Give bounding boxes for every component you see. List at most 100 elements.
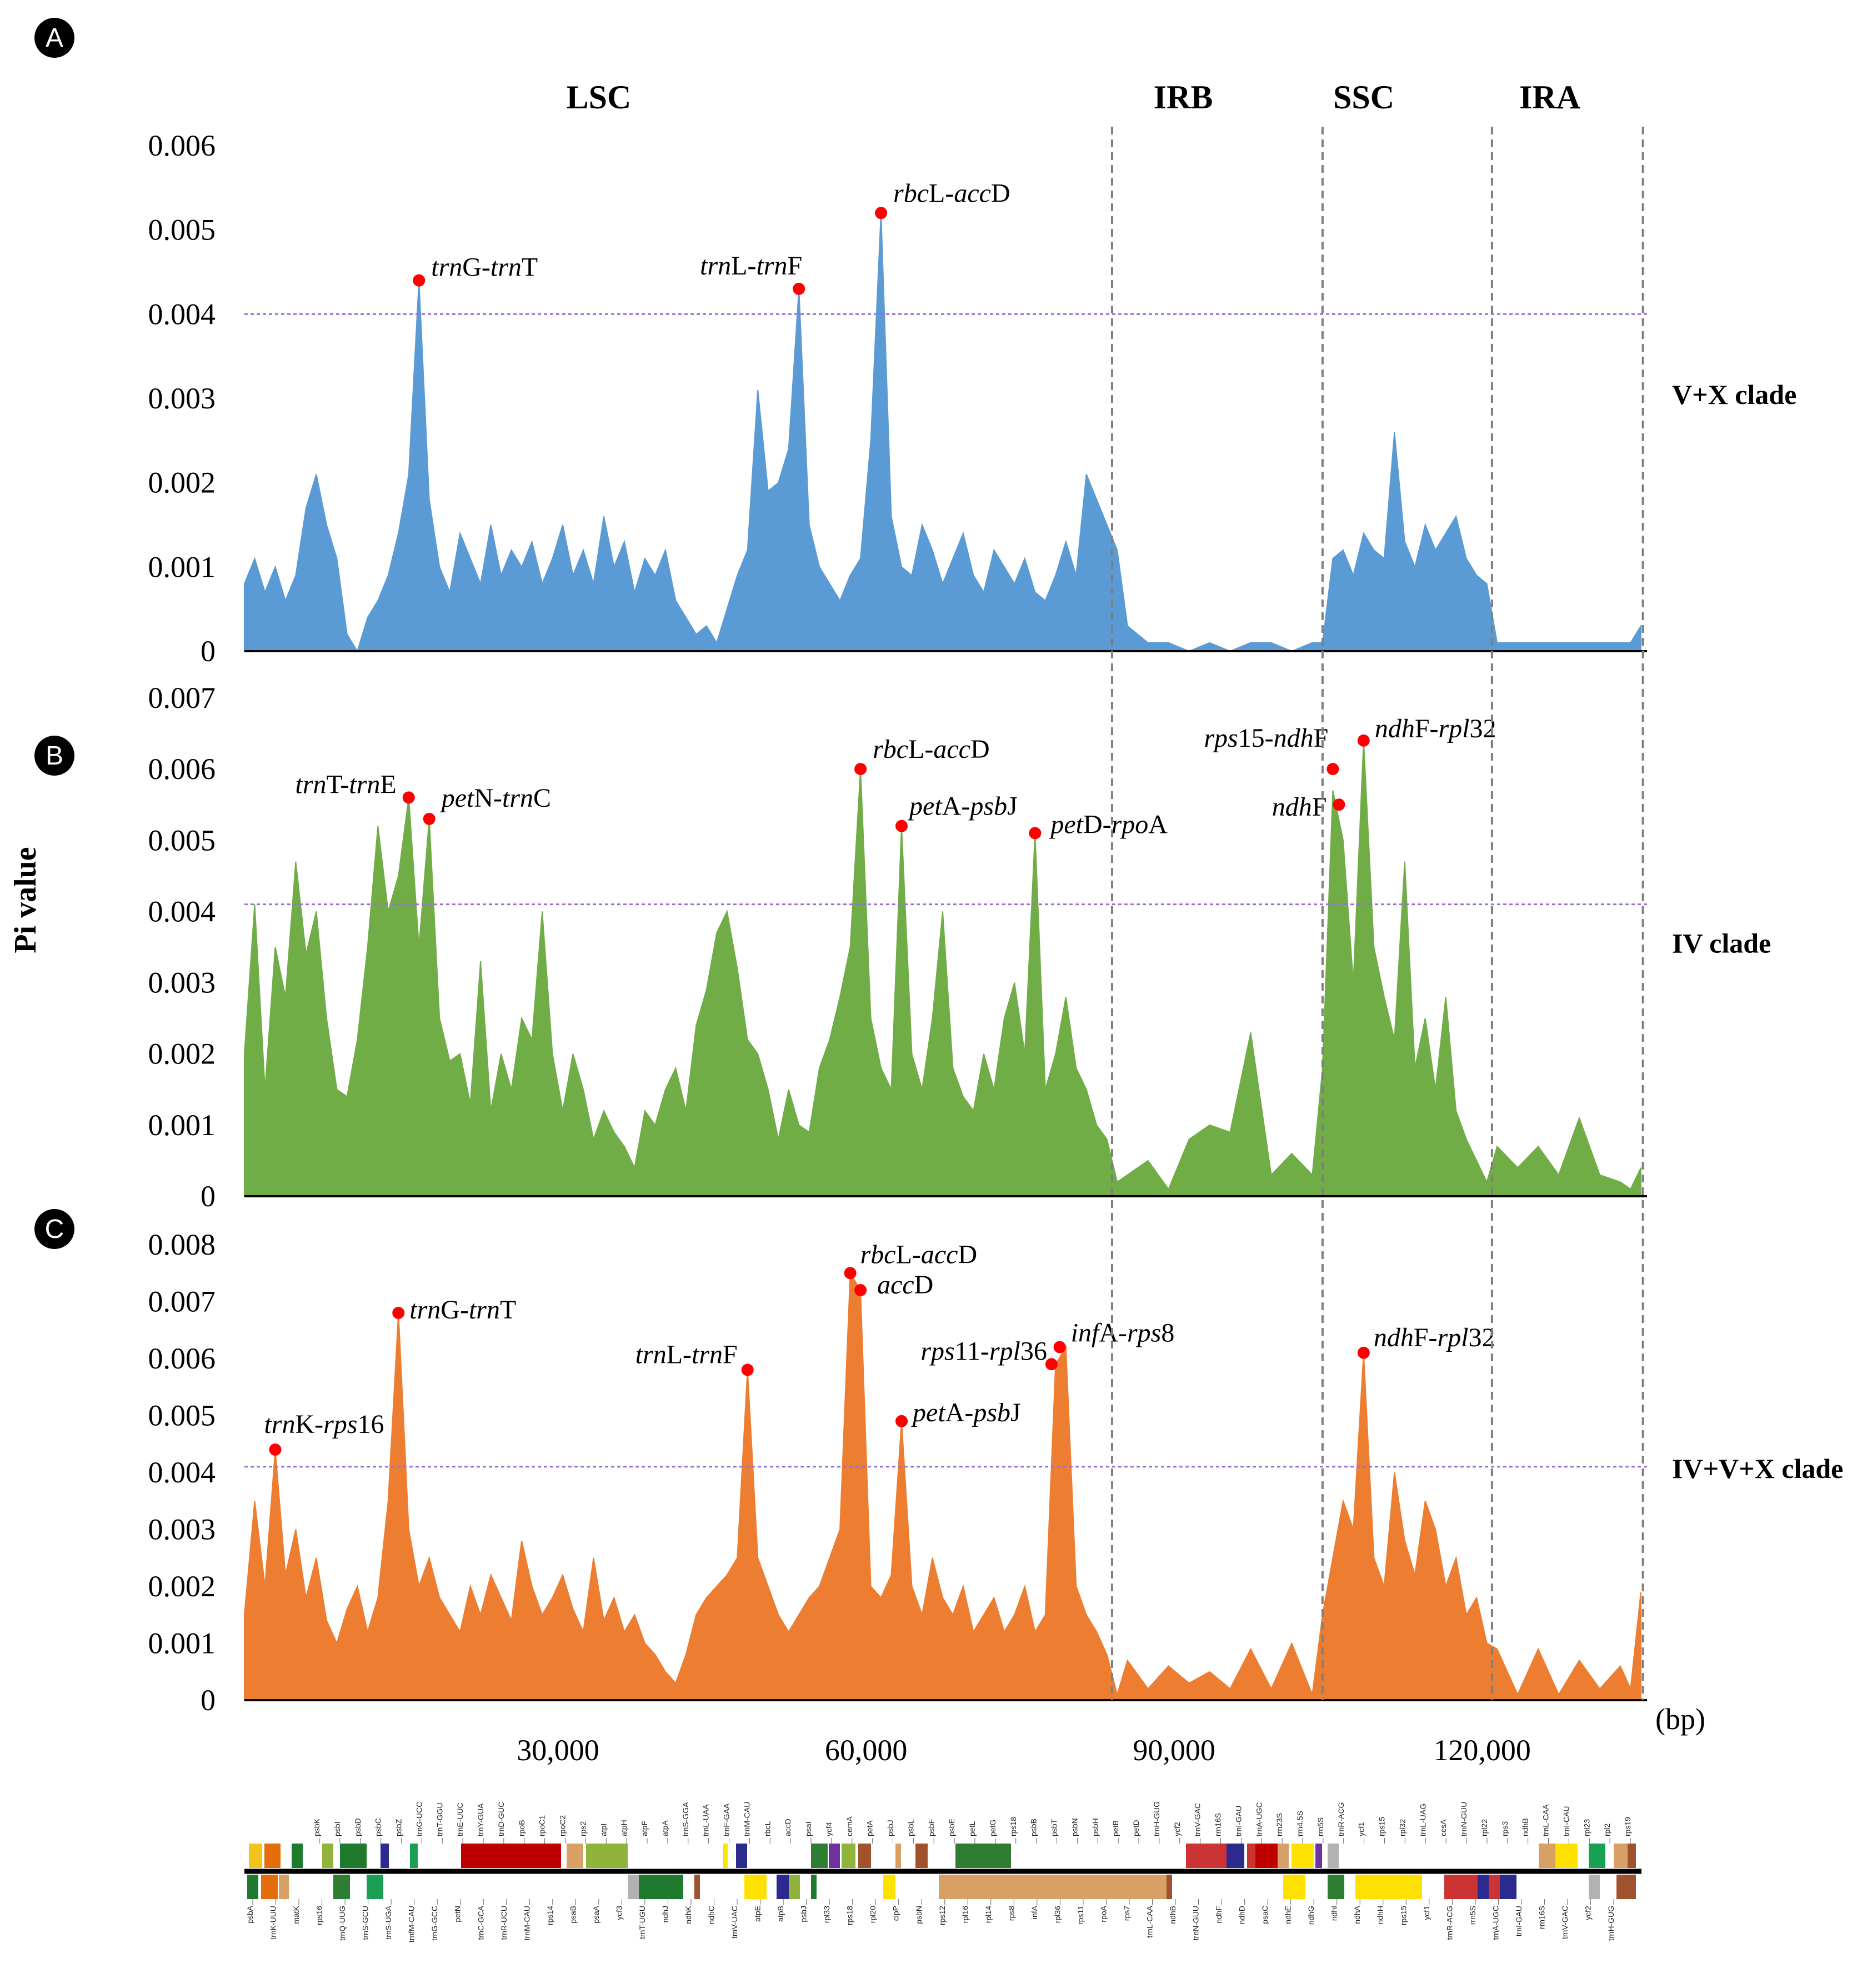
- gene-block: [1500, 1875, 1516, 1899]
- peak-label: trnL-trnF: [635, 1340, 738, 1370]
- gene-label: clpP: [892, 1906, 900, 1921]
- gene-label: rpl36: [1053, 1906, 1062, 1923]
- region-boundaries: [1110, 127, 1644, 1700]
- gene-block: [811, 1875, 817, 1899]
- clade-label: IV+V+X clade: [1672, 1453, 1843, 1484]
- gene-label: trnL-UAG: [1418, 1804, 1427, 1836]
- gene-block: [1616, 1875, 1636, 1899]
- peak-marker: [875, 207, 888, 219]
- peak-marker: [844, 1267, 857, 1280]
- peak-label: ndhF-rpl32: [1375, 714, 1496, 743]
- region-label-lsc: LSC: [567, 79, 632, 116]
- gene-label: rrn16S: [1214, 1813, 1223, 1836]
- x-tick-label: 90,000: [1133, 1734, 1215, 1767]
- x-tick-label: 30,000: [517, 1734, 599, 1767]
- gene-label: ycf1: [1422, 1906, 1431, 1920]
- gene-label: rpl33: [822, 1906, 831, 1923]
- gene-label: ndhD: [1238, 1906, 1247, 1924]
- gene-label: rpl22: [1480, 1819, 1489, 1836]
- gene-label: trnV-GAC: [1560, 1906, 1569, 1939]
- peak-marker: [854, 763, 867, 776]
- gene-label: rps18: [1009, 1817, 1018, 1836]
- gene-label: trnR-ACG: [1445, 1906, 1454, 1940]
- gene-block: [842, 1844, 855, 1868]
- gene-label: rpoB: [517, 1820, 526, 1836]
- panel-c: 0 0.001 0.002 0.003 0.004 0.005 0.006 0.007 0.00…: [148, 1228, 1844, 1717]
- gene-label: psaI: [804, 1822, 813, 1836]
- gene-block: [1227, 1844, 1244, 1868]
- y-tick-label: 0.005: [148, 213, 216, 247]
- peak-label: trnK-rps16: [264, 1410, 384, 1439]
- svg-text:B: B: [46, 741, 63, 771]
- y-tick-label: 0.003: [148, 966, 216, 1000]
- peak-marker: [1029, 827, 1042, 840]
- y-tick-label: 0.007: [148, 681, 216, 715]
- y-tick-label: 0.001: [148, 550, 216, 583]
- y-tick-label: 0.005: [148, 1399, 216, 1432]
- gene-block: [1539, 1844, 1555, 1868]
- y-tick-label: 0.002: [148, 1037, 216, 1071]
- gene-block: [1186, 1844, 1228, 1868]
- gene-block: [811, 1844, 828, 1868]
- gene-label: ndhI: [1330, 1906, 1339, 1921]
- gene-label: trnR-UCU: [499, 1906, 508, 1940]
- gene-label: ndhC: [707, 1906, 716, 1924]
- peak-marker: [741, 1363, 754, 1376]
- gene-block: [1478, 1875, 1489, 1899]
- region-label-ssc: SSC: [1333, 79, 1394, 116]
- gene-label: rrn5S: [1316, 1817, 1325, 1836]
- y-tick-label: 0.008: [148, 1228, 216, 1261]
- gene-label: trnV-UAC: [730, 1906, 739, 1939]
- gene-label: trnF-GAA: [722, 1803, 731, 1836]
- gene-block: [292, 1844, 303, 1868]
- gene-label: rrn4.5S: [1295, 1811, 1304, 1836]
- gene-label: psbH: [1090, 1818, 1099, 1836]
- gene-label: trnM-CAU: [742, 1802, 751, 1836]
- gene-label: trnE-UUC: [456, 1802, 464, 1836]
- gene-label: psbJ: [886, 1820, 895, 1836]
- gene-block: [1292, 1844, 1314, 1868]
- gene-block: [461, 1844, 561, 1868]
- gene-label: trnQ-UUG: [338, 1906, 347, 1941]
- gene-labels-bottom: psbA trnK-UUU matK rps16 trnQ-UUG trnS-GCU trn…: [246, 1899, 1615, 1942]
- gene-label: rpl14: [984, 1906, 993, 1923]
- gene-block: [1628, 1844, 1636, 1868]
- gene-label: rps2: [578, 1821, 587, 1836]
- gene-label: psbE: [947, 1819, 956, 1836]
- gene-block: [1372, 1875, 1422, 1899]
- region-label-ira: IRA: [1519, 79, 1580, 116]
- gene-label: petG: [988, 1820, 997, 1836]
- gene-label: psbN: [1070, 1818, 1079, 1836]
- gene-label: petB: [1111, 1820, 1120, 1836]
- gene-label: ndhH: [1376, 1906, 1385, 1924]
- gene-label: ycf2: [1173, 1822, 1182, 1836]
- gene-labels-top: psbK psbI psbD psbC psbZ trnG-UCC trnT-GGU trnE…: [312, 1801, 1632, 1844]
- gene-label: trnN-GUU: [1459, 1802, 1468, 1836]
- peak-label: rbcL-accD: [873, 735, 990, 764]
- gene-block: [1278, 1844, 1289, 1868]
- gene-label: atpA: [660, 1820, 669, 1836]
- peak-label: ndhF: [1272, 792, 1327, 822]
- peak-label: rbcL-accD: [860, 1240, 978, 1269]
- gene-block: [895, 1844, 901, 1868]
- svg-text:A: A: [46, 23, 63, 53]
- gene-block: [736, 1844, 747, 1868]
- gene-block: [1255, 1844, 1278, 1868]
- gene-label: trnL-CAA: [1145, 1905, 1154, 1937]
- gene-block: [322, 1844, 333, 1868]
- gene-label: ndhA: [1353, 1905, 1362, 1924]
- gene-block: [333, 1875, 350, 1899]
- gene-block: [1315, 1844, 1322, 1868]
- gene-label: psbT: [1050, 1819, 1059, 1836]
- gene-block: [858, 1844, 871, 1868]
- gene-label: trnV-GAC: [1193, 1803, 1202, 1836]
- gene-label: rpoC2: [558, 1815, 567, 1836]
- gene-label: rrn23S: [1275, 1813, 1284, 1836]
- peak-label: ndhF-rpl32: [1374, 1323, 1495, 1352]
- gene-label: trnH-GUG: [1606, 1906, 1615, 1941]
- gene-block: [261, 1875, 278, 1899]
- gene-block: [1489, 1875, 1500, 1899]
- y-tick-label: 0: [201, 1684, 216, 1717]
- panel-badge-a: A: [34, 18, 74, 58]
- peak-marker: [423, 812, 436, 825]
